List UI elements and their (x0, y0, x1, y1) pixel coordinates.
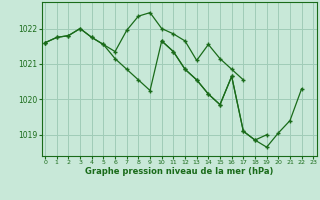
X-axis label: Graphe pression niveau de la mer (hPa): Graphe pression niveau de la mer (hPa) (85, 167, 273, 176)
